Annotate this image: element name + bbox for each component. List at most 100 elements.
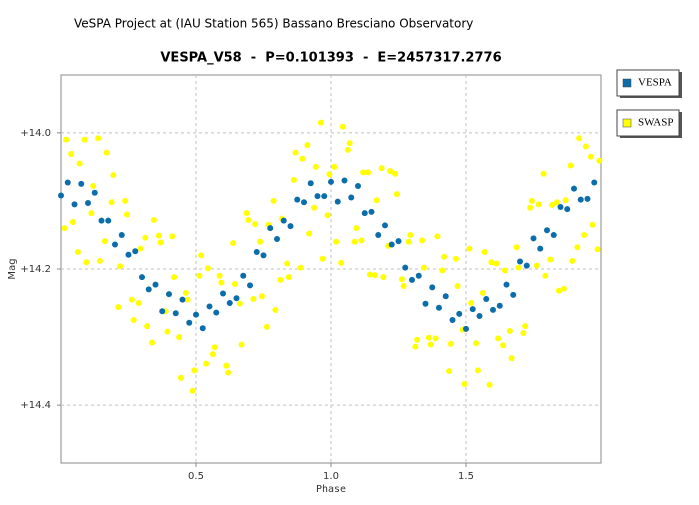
data-point (176, 334, 183, 341)
data-point (263, 323, 270, 330)
page-header: VeSPA Project at (IAU Station 565) Bassa… (74, 17, 473, 31)
data-point (567, 162, 574, 169)
data-point (152, 281, 159, 288)
data-point (594, 246, 601, 253)
data-point (199, 325, 206, 332)
data-point (346, 140, 353, 147)
data-point (115, 304, 122, 311)
data-point (476, 312, 483, 319)
data-point (469, 306, 476, 313)
data-point (155, 232, 162, 239)
data-point (398, 276, 405, 283)
data-point (481, 248, 488, 255)
data-point (564, 206, 571, 213)
data-point (528, 197, 535, 204)
data-point (412, 343, 419, 350)
data-point (405, 238, 412, 245)
data-point (508, 355, 515, 362)
data-point (461, 381, 468, 388)
legend-swatch (622, 118, 632, 128)
data-point (122, 197, 129, 204)
data-point (203, 360, 210, 367)
data-point (387, 167, 394, 174)
data-point (501, 267, 508, 274)
data-point (321, 193, 328, 200)
data-point (388, 241, 395, 248)
data-point (277, 276, 284, 283)
data-point (429, 284, 436, 291)
data-point (517, 258, 523, 265)
data-point (311, 204, 318, 211)
data-point (85, 199, 91, 206)
data-point (361, 210, 368, 217)
data-point (463, 325, 469, 332)
data-point (88, 210, 95, 217)
data-point (355, 182, 361, 189)
data-point (76, 160, 83, 167)
data-point (172, 310, 179, 317)
data-point (58, 192, 64, 199)
data-point (71, 201, 78, 208)
data-point (211, 344, 218, 351)
y-tick-label: +14.2 (20, 264, 51, 275)
legend-box (616, 69, 680, 97)
data-point (247, 282, 253, 289)
data-point (488, 259, 495, 266)
data-point (166, 291, 172, 298)
data-point (522, 323, 529, 330)
data-point (420, 264, 427, 271)
data-point (466, 245, 473, 252)
data-point (274, 236, 280, 243)
data-point (581, 231, 588, 238)
data-point (414, 336, 421, 343)
data-point (393, 191, 400, 198)
data-point (468, 300, 475, 307)
data-point (135, 300, 142, 307)
data-point (184, 296, 191, 303)
data-point (373, 197, 380, 204)
data-point (230, 240, 237, 247)
legend: VESPA SWASP (616, 69, 682, 138)
data-point (338, 259, 345, 266)
legend-swatch (622, 78, 632, 88)
data-point (439, 267, 446, 274)
data-point (434, 233, 441, 240)
data-point (523, 262, 530, 269)
data-point (270, 197, 277, 204)
data-point (112, 241, 118, 248)
data-point (500, 342, 507, 349)
data-point (328, 178, 334, 185)
data-point (132, 248, 139, 255)
data-point (272, 306, 279, 313)
data-point (409, 276, 415, 283)
data-point (496, 302, 503, 309)
data-point (456, 310, 463, 317)
data-point (267, 225, 274, 232)
data-point (206, 303, 213, 310)
data-point (240, 272, 247, 279)
data-point (549, 202, 556, 209)
data-point (432, 335, 439, 342)
data-point (454, 283, 461, 290)
data-point (562, 197, 569, 204)
data-point (238, 341, 245, 348)
data-point (544, 227, 550, 234)
legend-label: SWASP (638, 117, 673, 129)
data-point (400, 283, 407, 290)
data-point (442, 293, 449, 300)
data-point (436, 304, 442, 311)
data-point (319, 255, 326, 262)
data-point (589, 221, 596, 228)
data-point (334, 198, 341, 205)
data-point (243, 210, 250, 217)
data-point (74, 248, 81, 255)
data-point (473, 340, 480, 347)
data-point (576, 135, 583, 142)
data-point (63, 136, 70, 143)
data-point (547, 256, 554, 263)
data-point (360, 169, 367, 176)
x-tick-label: 1.5 (458, 471, 474, 482)
data-point (117, 263, 124, 270)
data-point (83, 259, 90, 266)
data-point (427, 341, 434, 348)
